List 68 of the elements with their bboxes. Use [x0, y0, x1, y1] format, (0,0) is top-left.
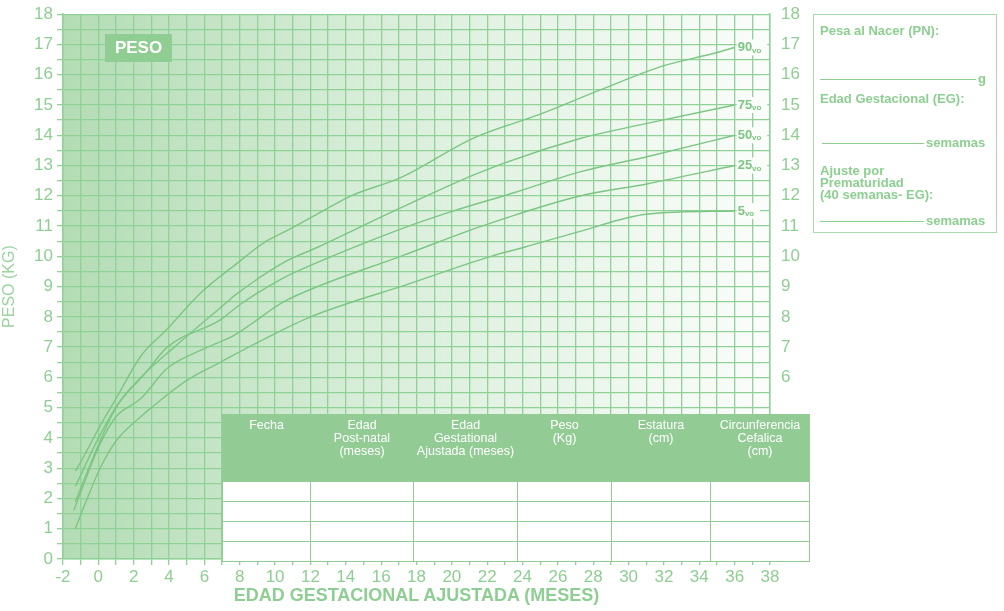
y2-tick-label: 13: [781, 155, 800, 175]
y2-tick-label: 12: [781, 185, 800, 205]
x-tick-label: 6: [199, 566, 210, 586]
annotation: Peso (Kg): [517, 414, 612, 482]
y2-tick-label: 11: [781, 215, 799, 235]
y-tick-label: 3: [43, 457, 53, 477]
x-tick-label: 20: [442, 566, 462, 586]
y-tick-label: 15: [34, 94, 53, 114]
y2-tick-label: 9: [781, 276, 791, 296]
x-tick-label: 28: [583, 566, 603, 586]
x-tick-label: 26: [548, 566, 568, 586]
y-tick-label: 6: [43, 367, 53, 387]
text: Pesa al Nacer (PN):: [820, 23, 940, 38]
x-tick-label: 4: [164, 566, 174, 586]
y-tick-label: 10: [34, 246, 53, 266]
x-tick-label: 30: [619, 566, 639, 586]
x-tick-label: 22: [477, 566, 497, 586]
y-tick-label: 5: [43, 397, 53, 417]
x-tick-label: 0: [93, 566, 104, 586]
x-tick-label: 32: [654, 566, 674, 586]
y-tick-label: 16: [34, 64, 53, 84]
y-tick-label: 14: [34, 124, 53, 144]
text: semamas: [926, 213, 986, 228]
text: semamas: [926, 135, 986, 150]
x-tick-label: 36: [725, 566, 745, 586]
y-tick-label: 1: [43, 518, 53, 538]
annotation: Edad Post-natal (meses): [310, 414, 414, 482]
x-tick-label: 34: [689, 566, 709, 586]
y2-tick-label: 18: [781, 3, 800, 23]
annotation: Fecha: [222, 414, 311, 482]
y-tick-label: 13: [34, 155, 53, 175]
x-tick-label: 8: [235, 566, 245, 586]
y-tick-label: 18: [34, 3, 53, 23]
text: Edad Gestacional (EG):: [820, 91, 965, 106]
x-axis-title: EDAD GESTACIONAL AJUSTADA (MESES): [233, 585, 600, 606]
x-tick-label: 10: [265, 566, 285, 586]
y-tick-label: 7: [43, 336, 53, 356]
annotation: Edad Gestational Ajustada (meses): [413, 414, 518, 482]
y-axis-title: PESO (KG): [0, 245, 18, 328]
y-tick-label: 4: [43, 427, 53, 447]
y2-tick-label: 7: [781, 336, 791, 356]
y2-tick-label: 6: [781, 367, 791, 387]
y-tick-label: 12: [34, 185, 53, 205]
x-tick-label: 2: [128, 566, 139, 586]
y2-tick-label: 17: [781, 34, 800, 54]
x-tick-label: 14: [336, 566, 356, 586]
y-tick-label: 11: [35, 215, 53, 235]
y2-tick-label: 10: [781, 246, 800, 266]
text: Ajuste por Prematuridad (40 semanas- EG):: [820, 163, 934, 202]
y2-tick-label: 8: [781, 306, 791, 326]
y-tick-label: 8: [43, 306, 53, 326]
y-tick-label: 17: [34, 34, 53, 54]
y-tick-label: 2: [43, 488, 53, 508]
x-tick-label: 18: [407, 566, 426, 586]
y2-tick-label: 16: [781, 64, 800, 84]
text: g: [978, 71, 986, 86]
y-tick-label: 9: [43, 276, 53, 296]
y-tick-label: 0: [43, 548, 53, 568]
y2-tick-label: 15: [781, 94, 800, 114]
x-tick-label: 38: [760, 566, 780, 586]
x-tick-label: 16: [371, 566, 391, 586]
annotation: Estatura (cm): [611, 414, 711, 482]
annotation: Circunferencia Cefalica (cm): [710, 414, 810, 482]
x-tick-label: -2: [55, 566, 71, 586]
x-tick-label: 24: [513, 566, 533, 586]
x-tick-label: 12: [300, 566, 320, 586]
text: PESO: [105, 34, 172, 62]
y2-tick-label: 14: [781, 124, 800, 144]
